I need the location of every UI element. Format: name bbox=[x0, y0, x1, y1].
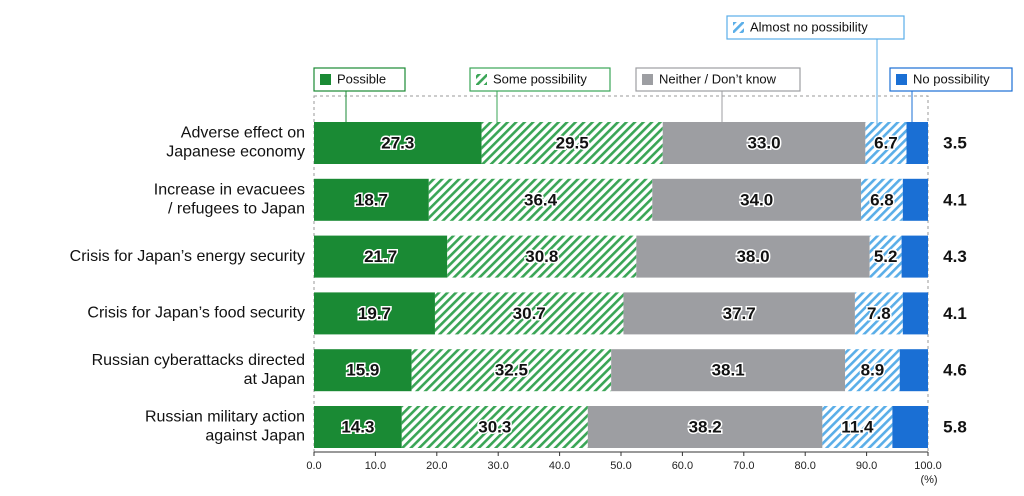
value-label: 4.1 bbox=[943, 190, 967, 209]
value-label: 34.0 bbox=[740, 190, 773, 209]
bar-segment bbox=[906, 122, 928, 164]
value-label: 38.2 bbox=[689, 417, 722, 436]
value-label: 30.3 bbox=[478, 417, 511, 436]
bar-segment bbox=[314, 349, 412, 392]
legend-label: Neither / Don’t know bbox=[659, 71, 777, 86]
value-label: 32.5 bbox=[495, 361, 528, 380]
legend-label: Almost no possibility bbox=[750, 19, 868, 34]
category-label: at Japan bbox=[244, 371, 305, 388]
legend-box bbox=[469, 67, 611, 92]
value-label: 6.8 bbox=[870, 190, 894, 209]
value-label: 4.1 bbox=[943, 304, 967, 323]
bar-segment bbox=[611, 349, 846, 392]
legend-box bbox=[889, 67, 1013, 92]
bar-segment bbox=[314, 122, 482, 164]
x-tick-label: 60.0 bbox=[672, 460, 693, 472]
x-axis-unit: (%) bbox=[920, 474, 937, 486]
bar-segment bbox=[314, 178, 429, 221]
bar-segment bbox=[314, 406, 402, 448]
bar-segment bbox=[587, 406, 823, 448]
value-label: 11.4 bbox=[841, 417, 874, 436]
legend-label: Some possibility bbox=[493, 71, 587, 86]
x-tick-label: 0.0 bbox=[306, 460, 321, 472]
category-label: Russian military action bbox=[145, 409, 305, 426]
value-label: 7.8 bbox=[867, 304, 891, 323]
category-label: against Japan bbox=[205, 428, 305, 445]
bar-segment bbox=[447, 235, 637, 278]
bar-segment bbox=[865, 122, 907, 164]
value-label: 15.9 bbox=[346, 361, 379, 380]
legend-swatch bbox=[896, 74, 907, 85]
value-label: 21.7 bbox=[364, 247, 397, 266]
bar-segment bbox=[892, 406, 928, 448]
legend-swatch bbox=[642, 74, 653, 85]
x-tick-label: 10.0 bbox=[365, 460, 386, 472]
bar-segment bbox=[854, 292, 903, 335]
x-tick-label: 40.0 bbox=[549, 460, 570, 472]
value-label: 6.7 bbox=[874, 133, 898, 152]
category-label: Crisis for Japan’s energy security bbox=[70, 248, 305, 265]
bar-segment bbox=[845, 349, 900, 392]
legend-label: Possible bbox=[337, 71, 386, 86]
x-tick-label: 80.0 bbox=[794, 460, 815, 472]
x-tick-label: 70.0 bbox=[733, 460, 754, 472]
bar-segment bbox=[902, 292, 928, 335]
bar-segment bbox=[314, 292, 435, 335]
value-label: 38.1 bbox=[712, 361, 745, 380]
category-label: Japanese economy bbox=[166, 144, 305, 161]
value-label: 38.0 bbox=[736, 247, 769, 266]
bar-segment bbox=[652, 178, 862, 221]
bar-segment bbox=[401, 406, 588, 448]
value-label: 27.3 bbox=[381, 133, 414, 152]
value-label: 5.8 bbox=[943, 417, 967, 436]
x-tick-label: 90.0 bbox=[856, 460, 877, 472]
bar-segment bbox=[636, 235, 870, 278]
legend-swatch bbox=[320, 74, 331, 85]
category-label: Increase in evacuees bbox=[154, 182, 305, 199]
value-label: 29.5 bbox=[556, 133, 589, 152]
bar-segment bbox=[901, 235, 928, 278]
x-tick-label: 30.0 bbox=[487, 460, 508, 472]
value-label: 4.6 bbox=[943, 361, 967, 380]
value-label: 30.7 bbox=[513, 304, 546, 323]
value-label: 8.9 bbox=[861, 361, 885, 380]
legend-label: No possibility bbox=[913, 71, 990, 86]
bar-segment bbox=[314, 235, 448, 278]
value-label: 4.3 bbox=[943, 247, 967, 266]
value-label: 5.2 bbox=[874, 247, 898, 266]
x-tick-label: 50.0 bbox=[610, 460, 631, 472]
bar-segment bbox=[434, 292, 624, 335]
bar-segment bbox=[662, 122, 866, 164]
category-label: Crisis for Japan’s food security bbox=[87, 305, 305, 322]
legend-box bbox=[313, 67, 406, 92]
bar-segment bbox=[869, 235, 902, 278]
bar-segment bbox=[822, 406, 893, 448]
value-label: 37.7 bbox=[723, 304, 756, 323]
legend-swatch bbox=[733, 22, 744, 33]
value-label: 33.0 bbox=[748, 133, 781, 152]
legend-box bbox=[726, 15, 905, 40]
value-label: 19.7 bbox=[358, 304, 391, 323]
legend-swatch bbox=[476, 74, 487, 85]
x-tick-label: 100.0 bbox=[914, 460, 942, 472]
category-label: Russian cyberattacks directed bbox=[92, 352, 305, 369]
category-label: / refugees to Japan bbox=[168, 201, 305, 218]
value-label: 30.8 bbox=[525, 247, 558, 266]
bar-segment bbox=[428, 178, 653, 221]
value-label: 36.4 bbox=[524, 190, 558, 209]
bar-segment bbox=[481, 122, 663, 164]
legend-box bbox=[635, 67, 801, 92]
bar-segment bbox=[411, 349, 612, 392]
value-label: 14.3 bbox=[341, 417, 374, 436]
value-label: 18.7 bbox=[355, 190, 388, 209]
bar-segment bbox=[899, 349, 928, 392]
bar-segment bbox=[623, 292, 855, 335]
bar-segment bbox=[861, 178, 903, 221]
x-tick-label: 20.0 bbox=[426, 460, 447, 472]
bar-segment bbox=[902, 178, 928, 221]
category-label: Adverse effect on bbox=[181, 125, 305, 142]
value-label: 3.5 bbox=[943, 133, 967, 152]
